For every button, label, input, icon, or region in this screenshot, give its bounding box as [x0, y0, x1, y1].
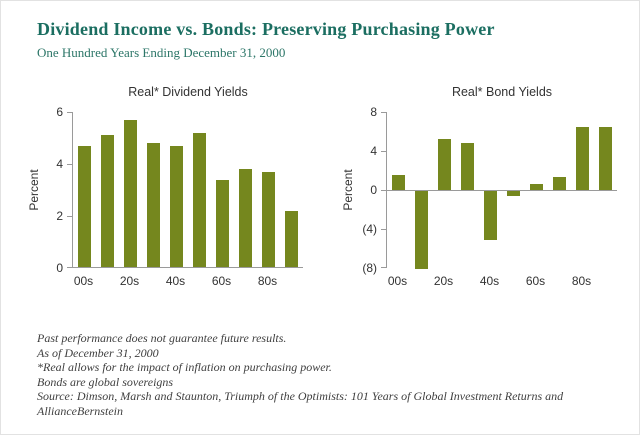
footnote-past-performance: Past performance does not guarantee futu…	[37, 331, 287, 345]
x-tick-label: 20s	[433, 274, 454, 288]
zero-axis-line	[73, 267, 303, 268]
y-tick-mark	[67, 112, 72, 113]
chart-body: Percent 8 4 0 (4) (8) 00s 20s 40s 60s 80s	[341, 106, 617, 289]
y-tick-mark	[381, 229, 386, 230]
bar-10s	[101, 135, 114, 268]
bar-40s	[170, 145, 183, 268]
y-tick-label: 4	[370, 144, 377, 158]
y-axis: 6 4 2 0	[43, 106, 72, 274]
footnote-bonds-definition: Bonds are global sovereigns	[37, 374, 174, 389]
y-tick-label: 2	[56, 209, 63, 223]
footnote-as-of-date: As of December 31, 2000	[37, 345, 159, 360]
bar-10s	[415, 191, 428, 269]
page-title: Dividend Income vs. Bonds: Preserving Pu…	[37, 19, 495, 39]
chart-real-dividend-yields: Real* Dividend Yields Percent 6 4 2 0 00s 20…	[27, 85, 303, 289]
y-tick-mark	[67, 164, 72, 165]
y-tick-mark	[381, 151, 386, 152]
bar-70s	[239, 169, 252, 268]
plot-column: 00s 20s 40s 60s 80s	[72, 112, 303, 289]
x-axis-labels: 00s 20s 40s 60s 80s	[72, 274, 302, 289]
y-tick-label: 8	[370, 105, 377, 119]
header: Dividend Income vs. Bonds: Preserving Pu…	[37, 19, 495, 61]
y-axis-label: Percent	[27, 169, 41, 211]
footnotes: Past performance does not guarantee futu…	[37, 331, 597, 418]
y-tick-mark	[67, 216, 72, 217]
y-tick-mark	[381, 267, 386, 268]
y-axis-label: Percent	[341, 169, 355, 211]
y-tick-label: (8)	[362, 261, 377, 275]
y-tick-mark	[381, 112, 386, 113]
chart-title: Real* Bond Yields	[451, 85, 553, 99]
y-tick-label: 0	[56, 261, 63, 275]
y-axis-label-column: Percent	[27, 112, 43, 268]
zero-axis-line	[387, 190, 617, 191]
x-tick-label: 40s	[165, 274, 186, 288]
bar-30s	[147, 143, 160, 268]
x-tick-label: 80s	[257, 274, 278, 288]
plot-area	[386, 112, 617, 269]
chart-body: Percent 6 4 2 0 00s 20s 40s 60s 80s	[27, 106, 303, 289]
charts-row: Real* Dividend Yields Percent 6 4 2 0 00s 20…	[27, 85, 617, 289]
bar-90s	[599, 126, 612, 190]
bar-80s	[262, 171, 275, 268]
bar-30s	[461, 143, 474, 190]
x-tick-label: 40s	[479, 274, 500, 288]
x-axis-labels: 00s 20s 40s 60s 80s	[386, 274, 616, 289]
x-tick-label: 60s	[211, 274, 232, 288]
x-tick-label: 20s	[119, 274, 140, 288]
x-tick-label: 60s	[525, 274, 546, 288]
bar-00s	[392, 175, 405, 190]
footnote-real-definition: *Real allows for the impact of inflation…	[37, 360, 332, 374]
footnote-source: Source: Dimson, Marsh and Staunton, Triu…	[37, 389, 564, 418]
y-axis: 8 4 0 (4) (8)	[357, 106, 386, 274]
y-tick-mark	[381, 190, 386, 191]
y-tick-mark	[67, 267, 72, 268]
chart-real-bond-yields: Real* Bond Yields Percent 8 4 0 (4) (8) 00s 2…	[341, 85, 617, 289]
plot-column: 00s 20s 40s 60s 80s	[386, 112, 617, 289]
bar-20s	[124, 119, 137, 268]
bar-80s	[576, 126, 589, 190]
y-tick-label: 0	[370, 183, 377, 197]
y-tick-label: 6	[56, 105, 63, 119]
bar-20s	[438, 139, 451, 190]
bar-40s	[484, 191, 497, 240]
y-tick-label: (4)	[362, 222, 377, 236]
y-axis-label-column: Percent	[341, 112, 357, 268]
x-tick-label: 00s	[387, 274, 408, 288]
bar-60s	[216, 179, 229, 268]
bar-60s	[530, 184, 543, 190]
bar-70s	[553, 177, 566, 190]
x-tick-label: 80s	[571, 274, 592, 288]
y-tick-label: 4	[56, 157, 63, 171]
bar-50s	[507, 191, 520, 196]
x-tick-label: 00s	[73, 274, 94, 288]
bar-90s	[285, 210, 298, 268]
bar-00s	[78, 145, 91, 268]
chart-title: Real* Dividend Yields	[128, 85, 248, 99]
plot-area	[72, 112, 303, 268]
bar-50s	[193, 132, 206, 268]
page-subtitle: One Hundred Years Ending December 31, 20…	[37, 45, 286, 60]
